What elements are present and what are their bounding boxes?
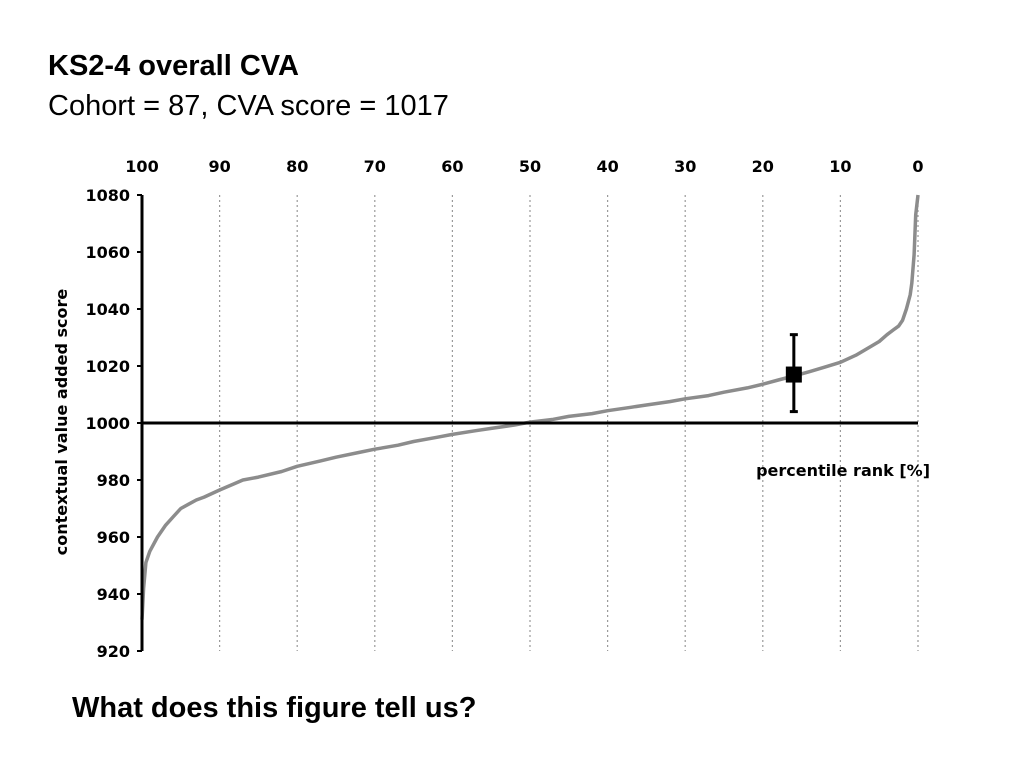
marker-layer (785, 333, 802, 414)
curve-layer (140, 194, 920, 620)
x-tick-label-50: 50 (519, 157, 541, 176)
y-tick-label-920: 920 (97, 642, 130, 661)
x-tick-label-90: 90 (208, 157, 230, 176)
footer-question: What does this figure tell us? (72, 692, 477, 724)
y-tick-label-940: 940 (97, 585, 130, 604)
x-tick-label-20: 20 (752, 157, 774, 176)
x-tick-label-30: 30 (674, 157, 696, 176)
x-tick-label-10: 10 (829, 157, 851, 176)
y-tick-label-1060: 1060 (85, 243, 130, 262)
school-point-marker (785, 366, 802, 383)
x-tick-label-40: 40 (596, 157, 618, 176)
x-axis-label: percentile rank [%] (756, 461, 930, 480)
x-tick-label-80: 80 (286, 157, 308, 176)
grid-layer (219, 195, 919, 651)
x-tick-label-70: 70 (364, 157, 386, 176)
x-tick-label-0: 0 (912, 157, 923, 176)
x-tick-label-60: 60 (441, 157, 463, 176)
x-tick-label-100: 100 (125, 157, 158, 176)
y-tick-label-960: 960 (97, 528, 130, 547)
cva-distribution-line (140, 194, 920, 620)
y-axis-label: contextual value added score (52, 289, 71, 556)
y-tick-label-980: 980 (97, 471, 130, 490)
axis-layer: 100 90 80 70 60 50 40 30 20 10 0108010601040102010… (85, 157, 923, 661)
chart-title: KS2-4 overall CVA (48, 50, 299, 82)
y-tick-label-1020: 1020 (85, 357, 130, 376)
label-layer: percentile rank [%] contextual value add… (52, 289, 930, 556)
y-tick-label-1000: 1000 (85, 414, 130, 433)
y-tick-label-1080: 1080 (85, 186, 130, 205)
y-tick-label-1040: 1040 (85, 300, 130, 319)
chart-subtitle: Cohort = 87, CVA score = 1017 (48, 90, 449, 122)
